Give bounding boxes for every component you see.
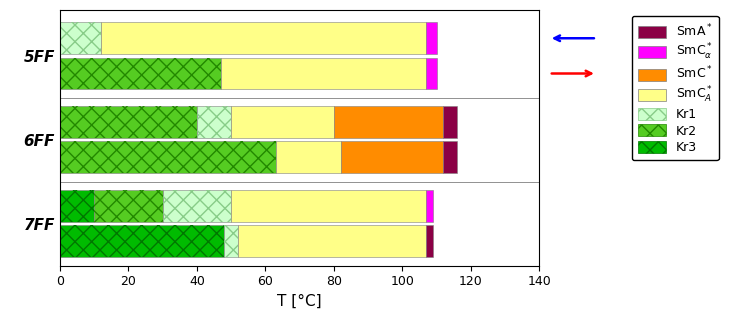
Bar: [334, 106, 443, 138]
Bar: [60, 106, 197, 138]
X-axis label: T [°C]: T [°C]: [277, 294, 322, 309]
Bar: [60, 190, 94, 222]
Bar: [443, 106, 457, 138]
Bar: [60, 58, 221, 89]
Bar: [60, 22, 101, 54]
Bar: [224, 226, 238, 257]
Bar: [341, 142, 443, 173]
Bar: [60, 58, 221, 89]
Bar: [426, 226, 433, 257]
Bar: [426, 22, 437, 54]
Bar: [163, 190, 231, 222]
Bar: [60, 106, 197, 138]
Bar: [94, 190, 163, 222]
Bar: [60, 226, 224, 257]
Bar: [101, 22, 426, 54]
Bar: [60, 190, 94, 222]
Bar: [60, 142, 276, 173]
Bar: [276, 142, 341, 173]
Bar: [426, 190, 433, 222]
Bar: [60, 226, 224, 257]
Bar: [238, 226, 426, 257]
Bar: [163, 190, 231, 222]
Bar: [221, 58, 426, 89]
Bar: [94, 190, 163, 222]
Bar: [197, 106, 231, 138]
Bar: [197, 106, 231, 138]
Bar: [231, 106, 334, 138]
Legend: SmA$^*$, SmC$^*_{\alpha}$, SmC$^*$, SmC$^*_A$, Kr1, Kr2, Kr3: SmA$^*$, SmC$^*_{\alpha}$, SmC$^*$, SmC$…: [632, 16, 719, 160]
Bar: [426, 58, 437, 89]
Bar: [231, 190, 426, 222]
Bar: [224, 226, 238, 257]
Bar: [60, 142, 276, 173]
Bar: [443, 142, 457, 173]
Bar: [60, 22, 101, 54]
